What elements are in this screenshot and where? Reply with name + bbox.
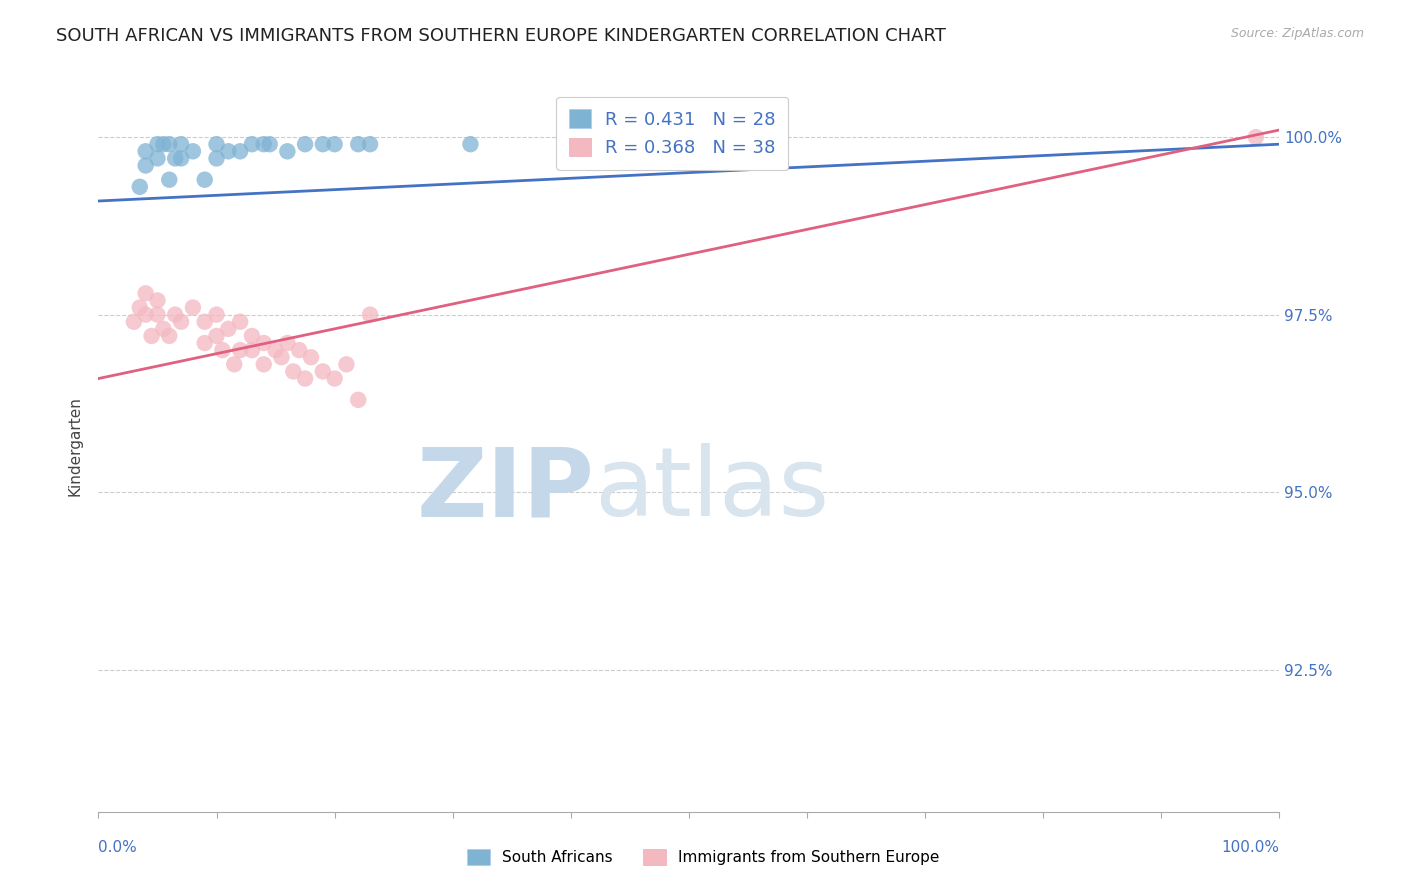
Point (229, 145, 252, 159)
Point (205, 308, 228, 322)
Point (460, 137, 482, 152)
Point (157, 137, 180, 152)
Point (299, 350, 322, 364)
Point (165, 152, 187, 166)
Point (152, 137, 174, 152)
Point (294, 137, 316, 152)
Point (194, 336, 217, 351)
Point (240, 329, 263, 343)
Point (146, 293, 169, 308)
Point (181, 301, 204, 315)
Point (229, 343, 252, 358)
Point (152, 322, 174, 336)
Text: ZIP: ZIP (416, 443, 595, 536)
Point (135, 286, 157, 301)
Point (323, 137, 346, 152)
Point (170, 315, 193, 329)
Point (128, 179, 150, 194)
Point (276, 336, 298, 351)
Point (1244, 130, 1267, 145)
Point (194, 172, 217, 186)
Point (359, 308, 381, 322)
Point (294, 371, 316, 385)
Point (146, 137, 169, 152)
Point (146, 152, 169, 166)
Point (323, 371, 346, 385)
Point (253, 336, 276, 351)
Text: 0.0%: 0.0% (98, 840, 138, 855)
Point (224, 357, 246, 371)
Point (312, 364, 335, 378)
Point (170, 152, 193, 166)
Point (217, 322, 239, 336)
Text: 100.0%: 100.0% (1222, 840, 1279, 855)
Point (288, 343, 311, 358)
Point (217, 145, 239, 159)
Point (165, 308, 187, 322)
Point (312, 137, 335, 152)
Point (157, 329, 180, 343)
Point (135, 145, 157, 159)
Point (607, 137, 630, 152)
Point (141, 329, 163, 343)
Point (146, 308, 169, 322)
Point (194, 315, 217, 329)
Point (181, 145, 204, 159)
Y-axis label: Kindergarten: Kindergarten (67, 396, 83, 496)
Point (283, 364, 305, 378)
Point (229, 315, 252, 329)
Text: SOUTH AFRICAN VS IMMIGRANTS FROM SOUTHERN EUROPE KINDERGARTEN CORRELATION CHART: SOUTH AFRICAN VS IMMIGRANTS FROM SOUTHER… (56, 27, 946, 45)
Point (128, 301, 150, 315)
Point (205, 137, 228, 152)
Point (205, 329, 228, 343)
Point (359, 137, 381, 152)
Point (264, 343, 287, 358)
Point (253, 137, 276, 152)
Point (211, 343, 233, 358)
Legend: South Africans, Immigrants from Southern Europe: South Africans, Immigrants from Southern… (461, 843, 945, 871)
Point (347, 137, 370, 152)
Point (253, 357, 276, 371)
Point (122, 315, 145, 329)
Point (205, 152, 228, 166)
Point (335, 357, 357, 371)
Point (135, 308, 157, 322)
Point (135, 159, 157, 173)
Legend: R = 0.431   N = 28, R = 0.368   N = 38: R = 0.431 N = 28, R = 0.368 N = 38 (557, 96, 789, 169)
Point (240, 343, 263, 358)
Point (270, 350, 292, 364)
Text: Source: ZipAtlas.com: Source: ZipAtlas.com (1230, 27, 1364, 40)
Point (240, 137, 263, 152)
Text: atlas: atlas (595, 443, 830, 536)
Point (157, 172, 180, 186)
Point (170, 137, 193, 152)
Point (276, 145, 298, 159)
Point (347, 392, 370, 407)
Point (259, 137, 281, 152)
